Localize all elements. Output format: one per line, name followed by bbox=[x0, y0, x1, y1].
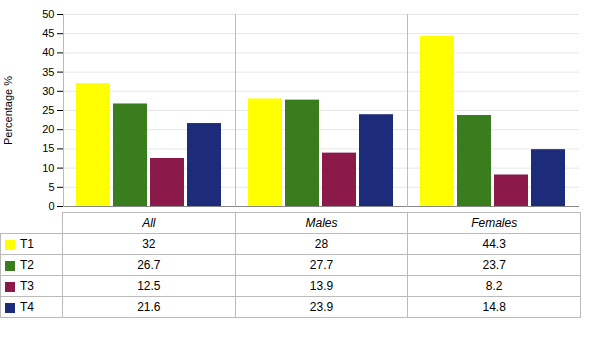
svg-text:10: 10 bbox=[42, 162, 54, 174]
html-text:23.9: 23.9 bbox=[309, 300, 334, 314]
svg-text:5: 5 bbox=[48, 181, 54, 193]
html-text:T1: T1 bbox=[20, 237, 34, 251]
svg-text:35: 35 bbox=[42, 66, 54, 78]
html-text:14.8: 14.8 bbox=[482, 300, 506, 314]
svg-text:30: 30 bbox=[42, 85, 54, 97]
svg-text:45: 45 bbox=[42, 27, 54, 39]
html-text:Females: Females bbox=[471, 216, 518, 230]
svg-text:40: 40 bbox=[42, 46, 54, 58]
html-text:T3: T3 bbox=[20, 279, 34, 293]
html-text:8.2: 8.2 bbox=[485, 279, 503, 293]
svg-text:20: 20 bbox=[42, 123, 54, 135]
html-text:All: All bbox=[142, 216, 156, 230]
html-text:21.6: 21.6 bbox=[137, 300, 161, 314]
svg-text:15: 15 bbox=[42, 142, 54, 154]
html-text:44.3: 44.3 bbox=[482, 237, 506, 251]
html-text:28: 28 bbox=[314, 237, 329, 251]
svg-text:50: 50 bbox=[42, 8, 54, 20]
svg-text:0: 0 bbox=[48, 200, 54, 212]
html-text:12.5: 12.5 bbox=[137, 279, 161, 293]
svg-text:25: 25 bbox=[42, 104, 54, 116]
html-text:T2: T2 bbox=[20, 258, 34, 272]
html-text:32: 32 bbox=[142, 237, 156, 251]
html-text:26.7: 26.7 bbox=[137, 258, 161, 272]
html-text:13.9: 13.9 bbox=[309, 279, 334, 293]
html-text:27.7: 27.7 bbox=[309, 258, 334, 272]
html-text:23.7: 23.7 bbox=[482, 258, 506, 272]
html-text:T4: T4 bbox=[20, 300, 34, 314]
svg-text:Percentage %: Percentage % bbox=[2, 76, 14, 145]
html-text:Males: Males bbox=[305, 216, 338, 230]
